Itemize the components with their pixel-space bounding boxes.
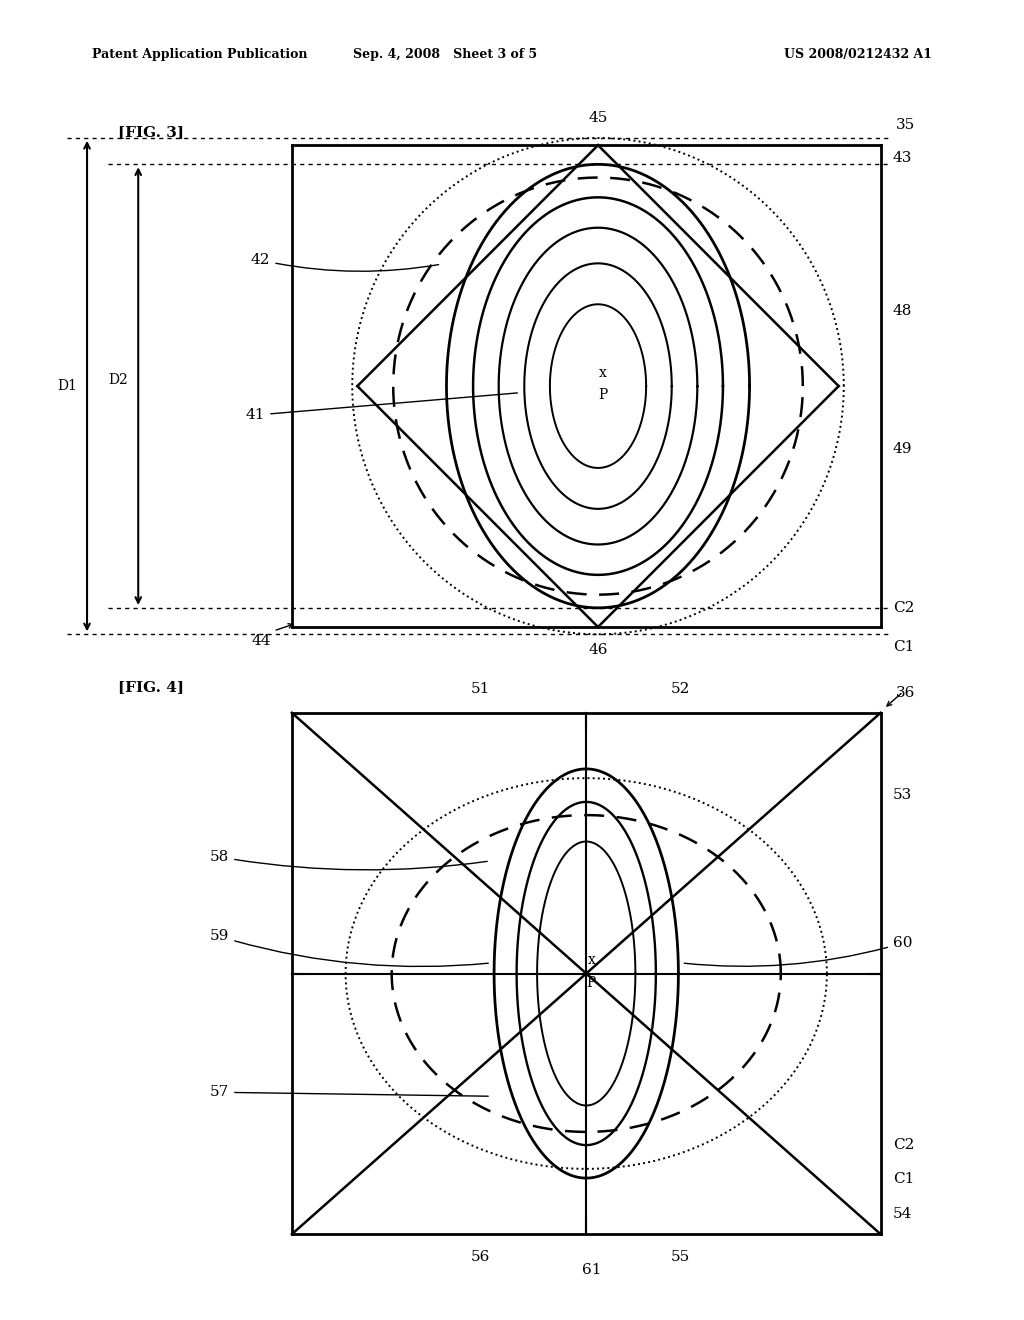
Text: 43: 43	[893, 150, 912, 165]
Text: 56: 56	[471, 1250, 489, 1265]
Text: C2: C2	[893, 601, 914, 615]
Text: 57: 57	[210, 1085, 488, 1100]
Text: [FIG. 3]: [FIG. 3]	[118, 125, 183, 140]
Text: C1: C1	[893, 1172, 914, 1187]
Text: 58: 58	[210, 850, 487, 870]
Text: Sep. 4, 2008   Sheet 3 of 5: Sep. 4, 2008 Sheet 3 of 5	[353, 48, 538, 61]
Text: 44: 44	[252, 634, 271, 648]
Text: x: x	[588, 953, 595, 968]
Text: 36: 36	[896, 685, 915, 700]
Text: C1: C1	[893, 640, 914, 655]
Text: 61: 61	[582, 1263, 601, 1278]
Text: 55: 55	[671, 1250, 690, 1265]
Text: 54: 54	[893, 1208, 912, 1221]
Text: 41: 41	[246, 393, 517, 422]
Text: x: x	[599, 366, 607, 380]
Text: 45: 45	[589, 111, 607, 125]
Text: [FIG. 4]: [FIG. 4]	[118, 680, 183, 694]
Text: 53: 53	[893, 788, 912, 803]
Text: D1: D1	[57, 379, 77, 393]
Text: 35: 35	[896, 117, 915, 132]
Text: 51: 51	[471, 681, 489, 696]
Text: P: P	[587, 975, 596, 990]
Text: 48: 48	[893, 304, 912, 318]
Text: 60: 60	[684, 936, 912, 966]
Text: US 2008/0212432 A1: US 2008/0212432 A1	[783, 48, 932, 61]
Text: 42: 42	[251, 253, 438, 272]
Text: 46: 46	[588, 643, 608, 657]
Text: Patent Application Publication: Patent Application Publication	[92, 48, 307, 61]
Text: C2: C2	[893, 1138, 914, 1152]
Text: 52: 52	[671, 681, 690, 696]
Text: 49: 49	[893, 442, 912, 457]
Text: 59: 59	[210, 929, 488, 966]
Text: D2: D2	[109, 372, 128, 387]
Text: P: P	[598, 388, 608, 403]
